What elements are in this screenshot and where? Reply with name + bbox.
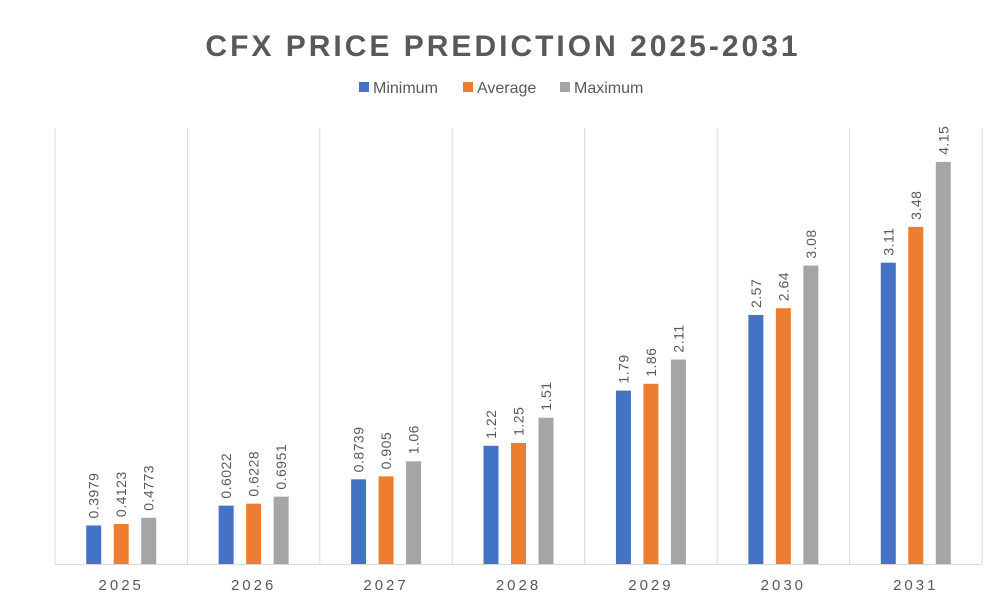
legend: Minimum Average Maximum [359,80,643,97]
x-tick-label-2030: 2030 [761,577,806,592]
data-label-average-2025: 0.4123 [113,471,129,517]
bar-minimum-2030 [748,314,764,564]
bar-minimum-2026 [218,505,234,564]
data-label-average-2029: 1.86 [643,348,659,377]
x-tick-label-2028: 2028 [496,577,541,592]
bar-minimum-2028 [483,445,499,564]
bar-maximum-2025 [141,517,157,564]
bar-average-2026 [246,503,262,564]
chart-title: CFX PRICE PREDICTION 2025-2031 [205,30,800,63]
data-label-maximum-2031: 4.15 [935,126,951,155]
bar-maximum-2031 [935,161,951,564]
data-label-maximum-2029: 2.11 [670,324,686,352]
x-tick-label-2029: 2029 [628,577,673,592]
legend-item-average: Average [463,80,536,97]
bar-maximum-2028 [538,417,554,564]
bar-average-2031 [908,226,924,564]
data-label-average-2030: 2.64 [775,272,791,301]
bar-average-2025 [113,524,129,564]
data-label-maximum-2025: 0.4773 [141,465,157,511]
data-label-minimum-2025: 0.3979 [86,473,102,519]
legend-swatch-maximum [560,82,570,92]
bar-minimum-2025 [86,525,102,564]
data-label-minimum-2027: 0.8739 [351,427,367,473]
bar-minimum-2031 [880,262,896,564]
bar-average-2029 [643,383,659,564]
data-label-maximum-2027: 1.06 [406,425,422,454]
legend-label-maximum: Maximum [574,80,643,97]
data-label-average-2026: 0.6228 [246,451,262,497]
data-label-maximum-2028: 1.51 [538,381,554,410]
data-label-average-2031: 3.48 [908,191,924,220]
bar-average-2028 [511,442,526,564]
legend-swatch-average [463,82,473,92]
bar-maximum-2027 [406,461,422,564]
data-label-maximum-2030: 3.08 [803,229,819,258]
data-label-minimum-2026: 0.6022 [218,453,234,499]
bar-minimum-2027 [351,479,367,564]
legend-label-average: Average [477,80,536,97]
x-tick-label-2026: 2026 [231,577,276,592]
data-label-minimum-2029: 1.79 [615,354,631,383]
legend-item-minimum: Minimum [359,80,438,97]
legend-label-minimum: Minimum [373,80,438,97]
data-label-average-2028: 1.25 [511,407,527,436]
legend-swatch-minimum [359,82,369,92]
data-label-minimum-2030: 2.57 [748,279,764,308]
bar-maximum-2030 [803,265,819,564]
x-tick-label-2031: 2031 [893,577,938,592]
data-label-maximum-2026: 0.6951 [273,444,289,490]
bar-maximum-2026 [273,496,289,564]
bar-average-2030 [775,308,791,564]
x-tick-label-2025: 2025 [99,577,144,592]
bar-minimum-2029 [615,390,631,564]
data-label-minimum-2028: 1.22 [483,410,499,439]
bar-maximum-2029 [670,359,686,564]
data-label-minimum-2031: 3.11 [880,227,896,255]
x-tick-label-2027: 2027 [363,577,408,592]
data-label-average-2027: 0.905 [378,432,394,470]
legend-item-maximum: Maximum [560,80,643,97]
plot-area: 0.3979 0.4123 0.4773 2025 0.6022 0.6228 0.6951… [54,126,983,592]
bar-average-2027 [378,476,394,564]
